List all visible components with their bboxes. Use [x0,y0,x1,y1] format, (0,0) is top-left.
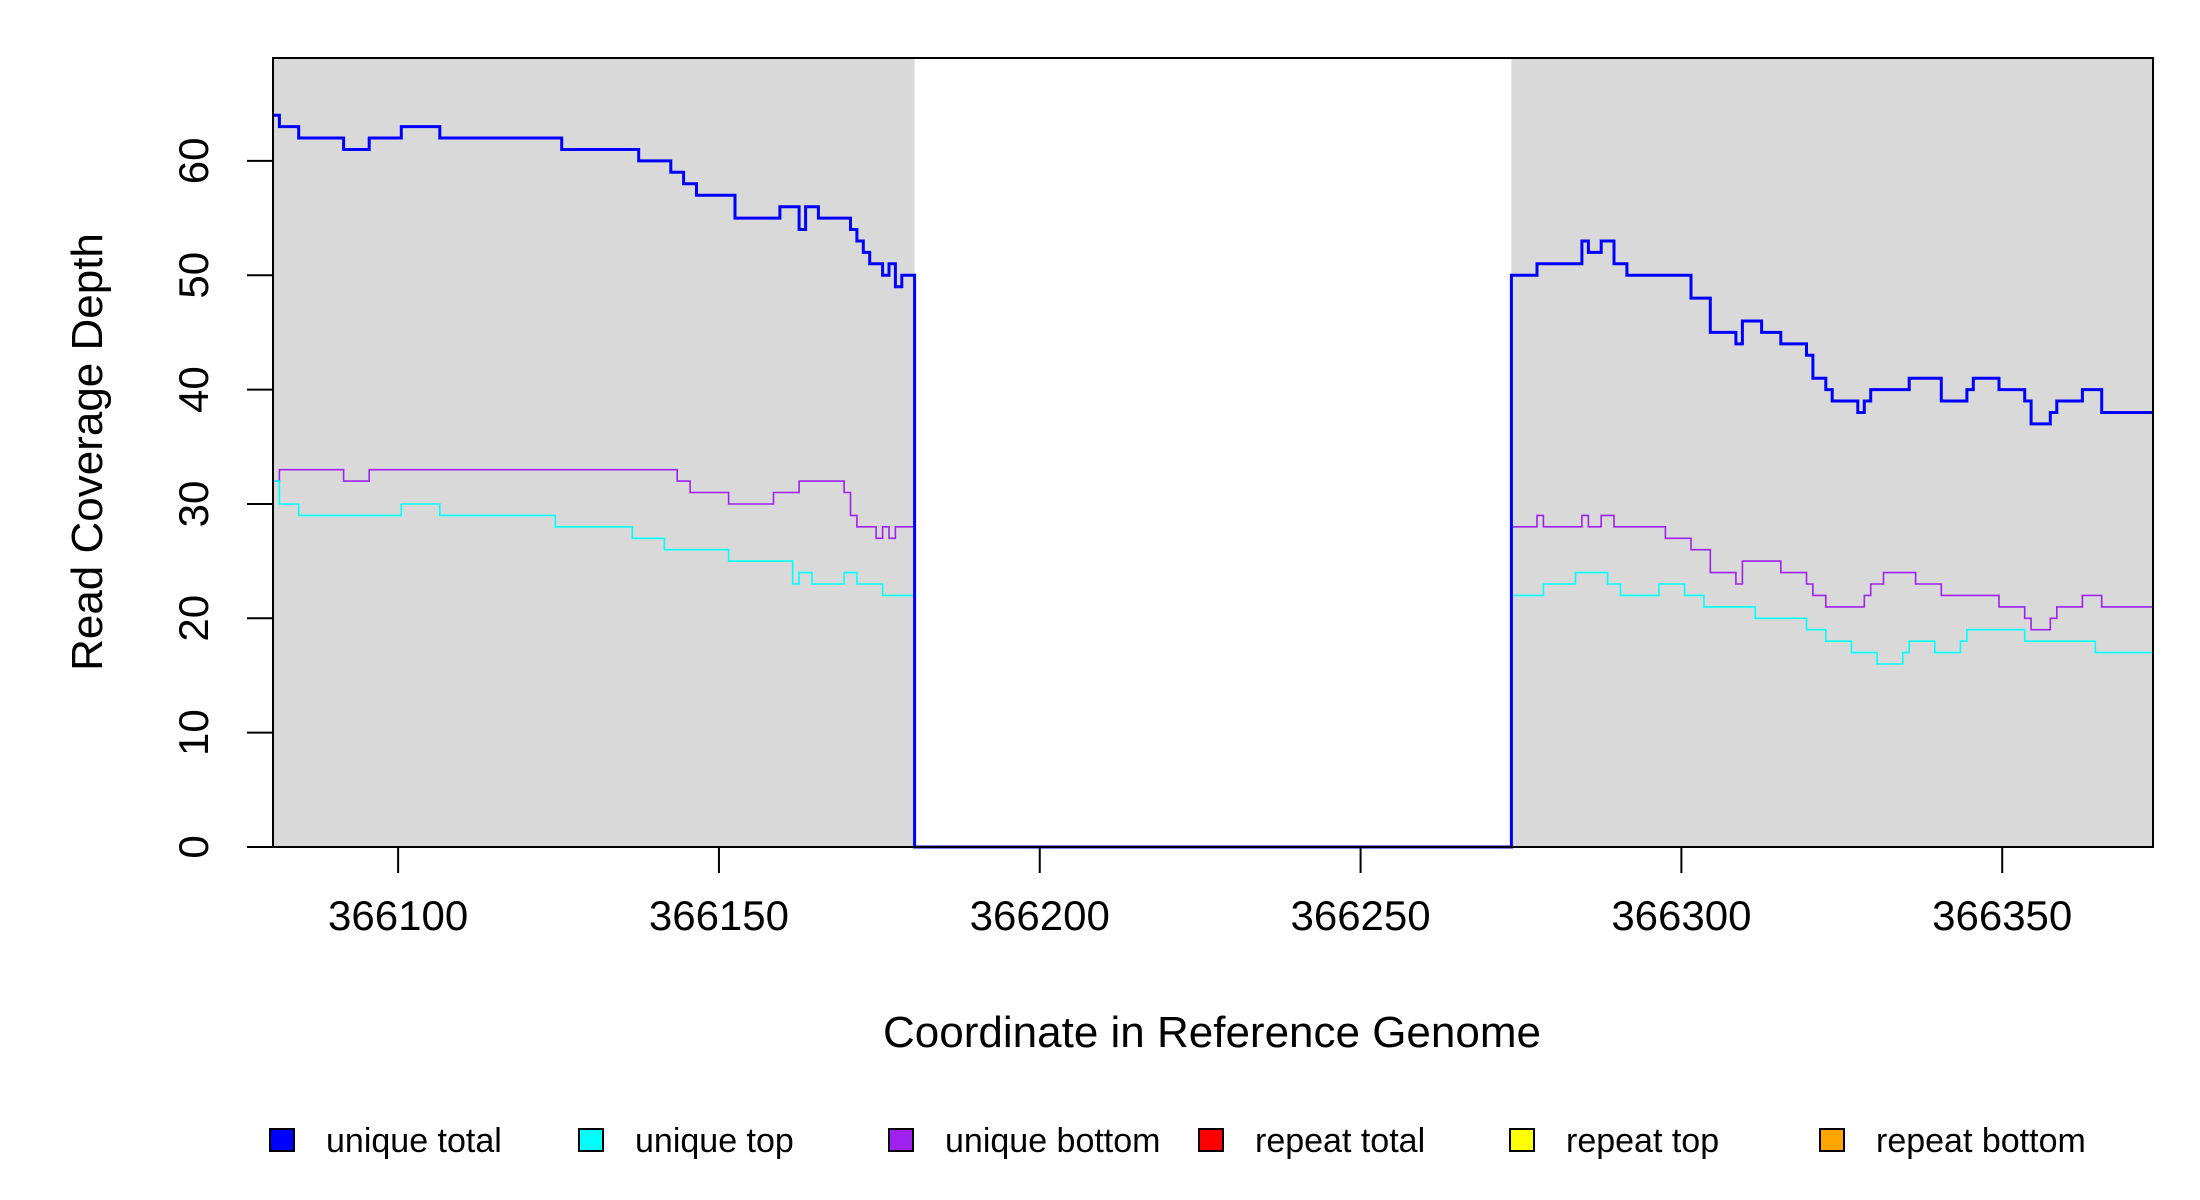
series-line-unique-bottom [273,468,2153,848]
legend-item: repeat total [1198,1122,1425,1160]
x-axis-title: Coordinate in Reference Genome [883,1008,1541,1057]
legend-swatch [1819,1128,1845,1152]
x-tick-label: 366100 [328,892,468,939]
legend-label: repeat bottom [1876,1122,2086,1160]
legend-label: unique top [635,1122,794,1160]
y-axis: 0 10 20 30 40 50 60 [170,138,274,859]
legend-item: unique total [269,1122,502,1160]
legend-swatch [888,1128,914,1152]
y-tick-label: 40 [170,366,217,413]
legend-label: unique total [326,1122,502,1160]
x-tick-label: 366250 [1290,892,1430,939]
legend-swatch [1509,1128,1535,1152]
y-tick-label: 10 [170,709,217,756]
shaded-regions [273,58,2153,847]
x-tick-label: 366350 [1932,892,2072,939]
shaded-region [273,58,915,847]
y-tick-label: 0 [170,835,217,858]
series-line-unique-total [273,113,2153,849]
y-tick-label: 50 [170,252,217,299]
legend-item: unique top [578,1122,794,1160]
legend-swatch [1198,1128,1224,1152]
legend-item: repeat bottom [1819,1122,2086,1160]
legend-item: repeat top [1509,1122,1719,1160]
legend-swatch [578,1128,604,1152]
legend-label: repeat total [1255,1122,1425,1160]
x-tick-label: 366300 [1611,892,1751,939]
series-line-unique-top [273,480,2153,848]
x-tick-label: 366150 [649,892,789,939]
x-tick-label: 366200 [970,892,1110,939]
y-axis-title: Read Coverage Depth [63,233,112,671]
y-tick-label: 20 [170,595,217,642]
legend-swatch [269,1128,295,1152]
legend-label: repeat top [1566,1122,1719,1160]
y-tick-label: 30 [170,481,217,528]
legend-item: unique bottom [888,1122,1161,1160]
y-tick-label: 60 [170,138,217,185]
legend: unique total unique top unique bottom repea… [269,1122,2086,1160]
shaded-region [1511,58,2153,847]
legend-label: unique bottom [945,1122,1161,1160]
x-axis: 366100 366150 366200 366250 366300 366350 [328,846,2072,939]
